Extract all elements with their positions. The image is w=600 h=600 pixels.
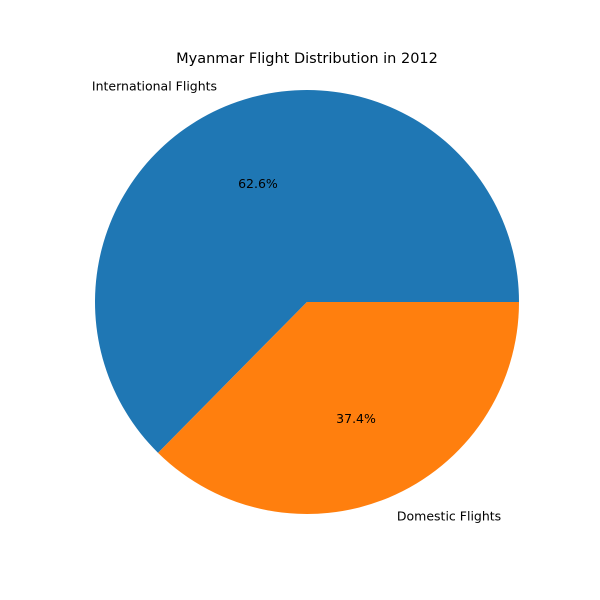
- pie-labels: International Flights 62.6% Domestic Fligh…: [92, 78, 501, 523]
- slice-label-international: International Flights: [92, 78, 217, 93]
- chart-title: Myanmar Flight Distribution in 2012: [176, 51, 438, 67]
- slice-percent-domestic: 37.4%: [336, 411, 376, 426]
- slice-percent-international: 62.6%: [238, 176, 278, 191]
- slice-label-domestic: Domestic Flights: [397, 509, 501, 524]
- pie-slice-domestic: [158, 302, 519, 514]
- pie-slices: [94, 90, 519, 514]
- pie-slice-international: [94, 90, 519, 453]
